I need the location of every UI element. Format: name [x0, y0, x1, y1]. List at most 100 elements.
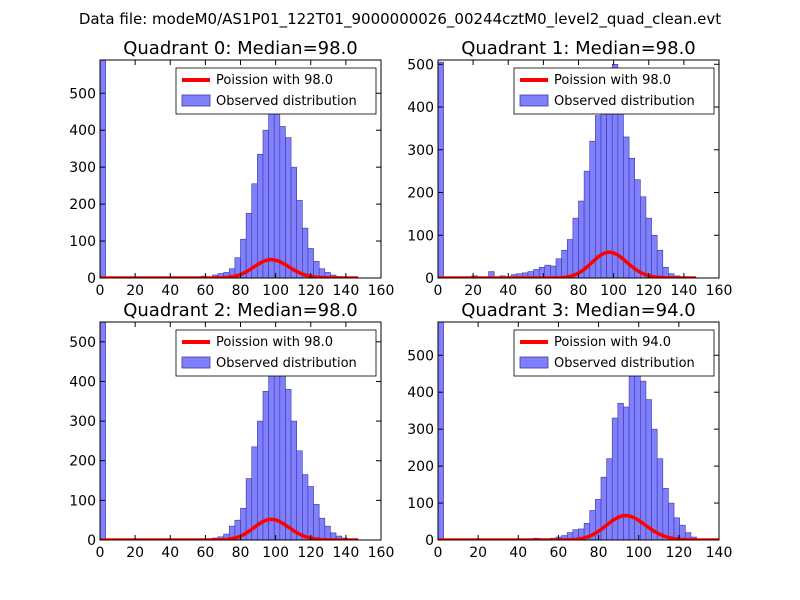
y-tick-label: 300 [407, 422, 434, 438]
histogram-bar [290, 420, 297, 540]
legend: Poission with 98.0 Observed distribution [175, 67, 377, 115]
histogram-bar [617, 402, 624, 540]
histogram-bar [285, 137, 292, 278]
histogram-bar [296, 450, 303, 540]
histogram-bar [100, 322, 106, 540]
panel-quadrant-2: Quadrant 2: Median=98.0 0 20 40 60 80 100 120 14… [69, 300, 394, 561]
histogram-bar [268, 111, 275, 278]
x-tick-label: 40 [161, 545, 179, 561]
histogram-bars [100, 322, 354, 540]
x-tick-label: 80 [570, 283, 588, 299]
x-tick-label: 100 [262, 545, 289, 561]
panel-quadrant-0: Quadrant 0: Median=98.0 0 20 40 60 80 100 120 14… [69, 38, 394, 299]
legend-bar-swatch [181, 356, 211, 369]
histogram-bar [662, 487, 669, 540]
legend-bar-label: Observed distribution [554, 94, 695, 109]
x-tick-label: 140 [671, 283, 698, 299]
panel-title: Quadrant 1: Median=98.0 [461, 38, 696, 59]
x-tick-label: 60 [534, 283, 552, 299]
axes-frame [437, 321, 720, 541]
legend: Poission with 94.0 Observed distribution [513, 329, 715, 377]
x-tick-label: 20 [126, 283, 144, 299]
panel-quadrant-1: Quadrant 1: Median=98.0 0 20 40 60 80 100 120 14… [407, 38, 732, 299]
y-tick-label: 100 [69, 234, 96, 250]
histogram-bar [634, 362, 641, 540]
poisson-curve [438, 513, 719, 540]
poisson-curve [438, 250, 697, 278]
histogram-bar [623, 406, 630, 540]
histogram-bar [302, 227, 309, 278]
histogram-bar [555, 258, 562, 278]
legend-line-label: Poission with 98.0 [216, 335, 333, 350]
histogram-bar [623, 136, 630, 278]
legend: Poission with 98.0 Observed distribution [513, 67, 715, 115]
y-tick-label: 100 [69, 493, 96, 509]
x-tick-label: 0 [434, 283, 443, 299]
histogram-bar [578, 200, 585, 278]
y-tick-label: 300 [69, 414, 96, 430]
y-tick-label: 300 [69, 160, 96, 176]
histogram-bar [262, 129, 269, 278]
x-tick-label: 20 [469, 545, 487, 561]
y-tick-label: 200 [407, 186, 434, 202]
legend-line-label: Poission with 98.0 [216, 73, 333, 88]
x-tick-label: 160 [368, 283, 395, 299]
legend-line-label: Poission with 98.0 [554, 73, 671, 88]
histogram-bar [285, 389, 292, 540]
x-tick-label: 40 [161, 283, 179, 299]
legend-bar-label: Observed distribution [216, 356, 357, 371]
histogram-bars [438, 322, 703, 540]
poisson-curve [100, 257, 359, 278]
x-tick-label: 80 [590, 545, 608, 561]
y-tick-label: 0 [425, 271, 434, 287]
histogram-bar [617, 98, 624, 278]
y-tick-label: 200 [69, 454, 96, 470]
y-tick-label: 0 [87, 271, 96, 287]
x-tick-label: 60 [196, 283, 214, 299]
panel-title: Quadrant 3: Median=94.0 [461, 300, 696, 321]
histogram-bar [634, 179, 641, 278]
histogram-bar [645, 399, 652, 540]
histogram-bar [589, 140, 596, 278]
x-tick-label: 120 [635, 283, 662, 299]
x-tick-label: 140 [706, 545, 733, 561]
x-tick-label: 100 [262, 283, 289, 299]
legend-line-label: Poission with 94.0 [554, 335, 671, 350]
x-tick-label: 60 [550, 545, 568, 561]
histogram-bar [324, 525, 331, 540]
y-tick-label: 400 [407, 100, 434, 116]
x-tick-label: 120 [297, 545, 324, 561]
y-tick-label: 200 [69, 197, 96, 213]
histogram-bar [438, 322, 444, 540]
histogram-bar [313, 504, 320, 540]
histogram-bar [257, 153, 264, 278]
panel-title: Quadrant 2: Median=98.0 [123, 300, 358, 321]
histogram-bars [438, 61, 686, 278]
histogram-bar [651, 428, 658, 540]
x-tick-label: 100 [600, 283, 627, 299]
histogram-bar [640, 196, 647, 278]
histogram-bar [296, 200, 303, 278]
x-tick-label: 160 [368, 545, 395, 561]
x-tick-label: 0 [96, 283, 105, 299]
panel-quadrant-3: Quadrant 3: Median=94.0 0 20 40 60 80 100 120 14… [407, 300, 732, 561]
x-tick-label: 20 [126, 545, 144, 561]
y-tick-label: 500 [69, 335, 96, 351]
x-tick-label: 20 [464, 283, 482, 299]
y-tick-label: 0 [87, 533, 96, 549]
histogram-bar [544, 264, 551, 278]
y-tick-label: 100 [407, 228, 434, 244]
x-tick-label: 40 [499, 283, 517, 299]
x-tick-label: 40 [509, 545, 527, 561]
legend-bar-label: Observed distribution [216, 94, 357, 109]
y-tick-label: 500 [407, 348, 434, 364]
histogram-bar [640, 380, 647, 540]
histogram-bar [273, 96, 281, 278]
histogram-bar [302, 474, 309, 540]
y-tick-label: 400 [407, 385, 434, 401]
suptitle: Data file: modeM0/AS1P01_122T01_90000000… [79, 10, 721, 29]
x-tick-label: 0 [434, 545, 443, 561]
legend-bar-swatch [519, 356, 549, 369]
histogram-bar [307, 486, 314, 540]
